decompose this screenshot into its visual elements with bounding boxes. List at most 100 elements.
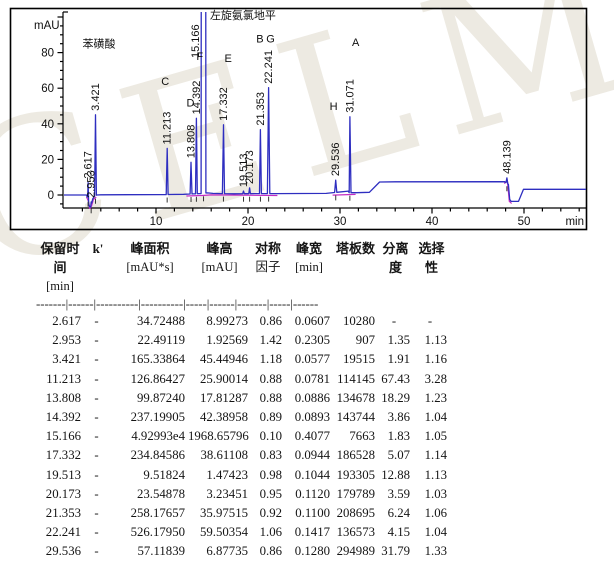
peak-table-cell: 8.99273 [206,314,248,328]
peak-table-cell: 11.213 [46,371,81,386]
peak-table-cell: 0.1100 [295,506,330,521]
peak-table-cell: - [94,429,99,444]
peak-table-cell: 3.86 [387,410,410,425]
peak-rt-label: 29.536 [330,142,342,176]
compound-annotation: 苯磺酸 [82,37,115,51]
peak-table-cell: 0.98 [259,467,282,482]
peak-table-cell: 1.06 [424,506,447,521]
plot-panel-border [9,7,588,231]
peak-table-cell: 0.10 [259,429,282,444]
peak-table-cell: 0.0944 [294,448,330,463]
peak-table-cell: 34.72488 [137,314,185,328]
peak-table-cell: 31.79 [381,544,410,559]
peak-table-cell: 165.33864 [130,352,185,367]
peak-letter-label: F [196,51,203,63]
peak-table-cell: 23.54878 [137,486,185,501]
peak-table-cell: - [94,314,99,328]
peak-results-table: 保留时间 [min] k' 峰面积 [mAU*s] 峰高 [mAU] 对称 因子 峰宽 [min]… [36,239,450,565]
peak-table-cell: - [84,562,112,565]
peak-table-cell: 6.24 [387,506,410,521]
peak-table-cell: 186528 [336,448,375,463]
y-tick-label: 60 [41,83,54,95]
peak-table-cell: 20.173 [45,486,81,501]
peak-table-cell: 134678 [336,390,375,405]
peak-table-cell: 907 [355,333,375,348]
column-header: 选择性 [418,241,445,275]
secondary-trace [332,193,356,196]
y-tick-label: 40 [41,119,54,131]
peak-table-cell: 1.01 [251,562,285,565]
peak-table-cell: 13.808 [45,390,81,405]
peak-table-cell: 0.4077 [294,429,330,444]
peak-table-cell: 1.06 [259,525,282,540]
peak-table-cell: 1.13 [424,467,447,482]
peak-table-cell: 0.88 [259,390,282,405]
column-header: 峰面积 [mAU*s] [126,241,174,274]
column-header: 保留时间 [min] [40,241,80,293]
peak-table-cell: 1.16 [424,352,447,367]
peak-table-cell: 35.97515 [200,506,248,521]
peak-table-cell: 179789 [336,486,375,501]
peak-table-cell: 1.92569 [206,333,248,348]
peak-table-cell: 0.1044 [294,467,330,482]
peak-table-cell: 1968.65796 [188,429,249,444]
peak-table-cell: - [94,410,99,425]
peak-table-cell: 1.42 [259,333,282,348]
chromatogram-trace [64,12,586,208]
peak-table-cell: 45.44946 [200,352,248,367]
peak-table-row: 3.421- 165.33864 45.44946 1.18 0.0577 19515 1.… [36,350,450,369]
peak-table-cell: 0.92 [259,506,282,521]
peak-table-cell: 3.28 [424,371,447,386]
peak-table-row: 15.166- 4.92993e4 1968.65796 0.10 0.4077 7663… [36,427,450,446]
peak-table-cell: 143744 [336,410,375,425]
peak-table-cell: 12.88 [381,467,410,482]
x-tick-label: 10 [150,216,163,228]
peak-table-cell: 0.1120 [295,486,330,501]
peak-table-cell: 1.13 [424,333,447,348]
peak-rt-label: 20.173 [244,150,256,184]
peak-table-cell: 234.84586 [130,448,185,463]
peak-table-cell: 38.61108 [200,448,248,463]
peak-table-cell: 126.86427 [130,371,185,386]
peak-table-cell: 19515 [343,352,375,367]
peak-table-cell: 258.17657 [130,506,185,521]
peak-table-cell: 1.91 [387,352,410,367]
peak-table-cell: 25.90014 [200,371,248,386]
peak-table-row: 2.617-34.72488 8.99273 0.86 0.0607 10280- - [36,312,450,331]
peak-table-cell: 1.05 [424,429,447,444]
peak-table-cell: 2.953 [52,333,81,348]
peak-table-cell: 0.1233 [285,562,333,565]
peak-table-cell: 1.23 [424,390,447,405]
column-header: 分离度 [382,241,409,275]
peak-table-cell: - [427,314,433,328]
peak-table-cell: 0.89 [259,410,282,425]
peak-rt-label: 2.953 [86,170,98,198]
peak-table-cell: 0.83 [259,448,282,463]
peak-table-cell: 14.392 [45,410,81,425]
y-axis-unit-label: mAU [34,20,60,32]
peak-table-cell: 31.071 [36,562,84,565]
column-header: k' [92,241,104,256]
peak-table-cell: 136573 [336,525,375,540]
peak-table-cell: - [94,390,99,405]
peak-table-cell: 29.536 [45,544,81,559]
peak-table-cell: 526.17950 [130,525,185,540]
peak-table-row: 31.071-335.1743542.653851.010.1233351581… [36,562,450,565]
peak-table-cell: 0.86 [259,544,282,559]
peak-rt-label: 21.353 [255,92,267,126]
peak-letter-label: G [266,33,275,45]
peak-rt-label: 15.166 [190,24,202,58]
peak-table-cell: 0.0893 [294,410,330,425]
peak-table-row: 20.173- 23.54878 3.23451 0.95 0.1120 179789 3.… [36,485,450,504]
peak-table-row: 2.953- 22.49119 1.92569 1.42 0.2305 907 1.35 1.… [36,331,450,350]
peak-table-cell: - [94,486,99,501]
peak-table-cell: 0.2305 [294,333,330,348]
x-axis-unit-label: min [565,216,584,228]
compound-annotation: 左旋氨氯地平 [210,8,276,22]
peak-table-cell: 10280 [343,314,375,328]
peak-table-cell: - [94,371,99,386]
peak-table-row: 19.513- 9.51824 1.47423 0.98 0.1044 193305 12.… [36,466,450,485]
peak-table-cell: 237.19905 [130,410,185,425]
